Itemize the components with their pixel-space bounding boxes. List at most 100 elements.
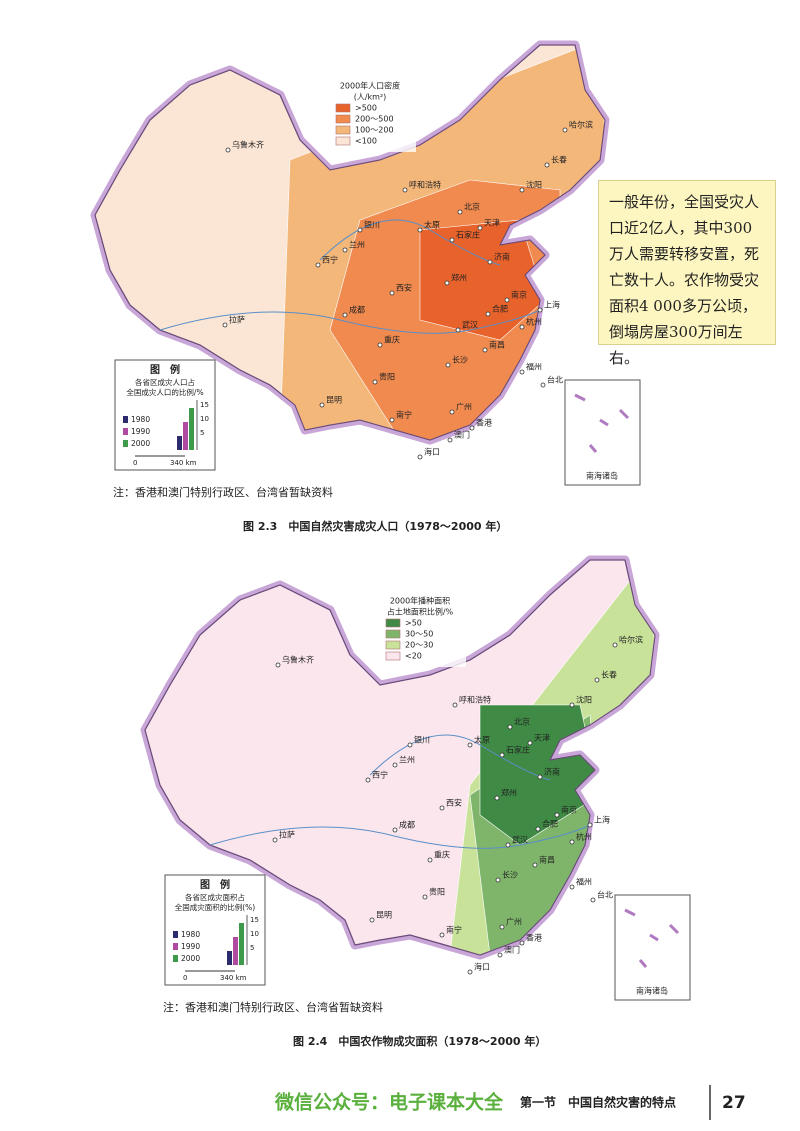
city-label: 南宁: [396, 410, 412, 420]
city-label: 长沙: [452, 355, 468, 365]
city-dot: [507, 724, 513, 730]
city-label: 沈阳: [526, 180, 542, 190]
city-dot: [417, 227, 423, 233]
inset-swatch: [123, 416, 128, 423]
page-number: 27: [722, 1093, 746, 1113]
legend-swatch: [335, 103, 351, 113]
city-label: 台北: [547, 375, 563, 385]
city-label: 澳门: [504, 945, 520, 955]
city-label: 银川: [364, 220, 380, 230]
city-dot: [495, 877, 501, 883]
city-label: 西宁: [372, 770, 388, 780]
city-label: 拉萨: [279, 830, 295, 840]
city-dot: [467, 742, 473, 748]
city-label: 贵阳: [429, 887, 445, 897]
city-dot: [590, 897, 596, 903]
city-label: 长春: [601, 670, 617, 680]
city-dot: [357, 227, 363, 233]
country-border: [94, 44, 606, 441]
inset-description: 全国成灾面积的比例(%): [175, 902, 256, 912]
city-label: 济南: [544, 767, 560, 777]
legend-swatch: [385, 640, 401, 650]
city-dot: [422, 894, 428, 900]
city-label: 沈阳: [576, 695, 592, 705]
city-label: 乌鲁木齐: [232, 140, 264, 150]
inset-axis-label: 10: [200, 415, 209, 423]
city-dot: [372, 379, 378, 385]
city-dot: [319, 402, 325, 408]
city-dot: [485, 311, 491, 317]
south-sea-label: 南海诸岛: [636, 986, 668, 996]
inset-axis-label: 5: [200, 429, 204, 437]
inset-sample-bar: [183, 422, 188, 450]
density-zone: [419, 219, 546, 341]
city-dot: [482, 347, 488, 353]
section-title: 第一节 中国自然灾害的特点: [520, 1095, 676, 1110]
inset-swatch: [123, 440, 128, 447]
inset-sample-bar: [233, 937, 238, 965]
figure-caption: 图 2.3 中国自然灾害成灾人口（1978～2000 年）: [243, 519, 507, 533]
city-dot: [487, 259, 493, 265]
city-dot: [519, 187, 525, 193]
legend-swatch: [385, 629, 401, 639]
inset-legend-box: [114, 359, 216, 471]
city-label: 台北: [597, 890, 613, 900]
inset-swatch: [173, 931, 178, 938]
legend-label: 20～30: [405, 641, 433, 650]
city-dot: [427, 857, 433, 863]
inset-title: 图 例: [200, 878, 230, 891]
city-dot: [537, 774, 543, 780]
south-sea-label: 南海诸岛: [586, 471, 618, 481]
city-label: 长春: [551, 155, 567, 165]
legend-label: 200～500: [355, 115, 394, 124]
legend-label: 30～50: [405, 630, 433, 639]
inset-legend-box: [164, 874, 266, 986]
city-label: 武汉: [512, 835, 528, 845]
city-dot: [392, 762, 398, 768]
river: [159, 309, 541, 334]
city-dot: [439, 932, 445, 938]
city-label: 呼和浩特: [459, 695, 491, 705]
city-dot: [505, 842, 511, 848]
city-label: 合肥: [542, 819, 558, 829]
city-dot: [569, 884, 575, 890]
city-label: 西安: [446, 798, 462, 808]
city-label: 南昌: [539, 855, 555, 865]
scale-label: 340 km: [220, 974, 247, 982]
city-dot: [519, 369, 525, 375]
country-border: [144, 559, 656, 956]
legend-unit: (人/km²): [354, 93, 387, 102]
city-label: 海口: [424, 447, 440, 457]
scale-label: 0: [183, 974, 187, 982]
city-label: 银川: [414, 735, 430, 745]
inset-sample-bar: [177, 436, 182, 450]
city-label: 拉萨: [229, 315, 245, 325]
inset-axis-label: 15: [250, 916, 259, 924]
city-label: 福州: [526, 363, 542, 372]
city-dot: [519, 940, 525, 946]
city-label: 郑州: [501, 788, 517, 798]
city-dot: [499, 924, 505, 930]
city-label: 南宁: [446, 925, 462, 935]
city-dot: [569, 839, 575, 845]
legend-label: <20: [405, 652, 422, 661]
city-dot: [225, 147, 231, 153]
inset-series-label: 1980: [131, 415, 150, 424]
city-dot: [449, 409, 455, 415]
inset-series-label: 1990: [181, 942, 200, 951]
city-label: 澳门: [454, 430, 470, 440]
city-label: 西宁: [322, 255, 338, 265]
city-dot: [519, 324, 525, 330]
city-label: 上海: [544, 300, 560, 310]
legend-swatch: [335, 114, 351, 124]
legend-unit: 占土地面积比例/%: [387, 607, 454, 617]
city-label: 天津: [534, 733, 550, 743]
inset-swatch: [123, 428, 128, 435]
inset-swatch: [173, 943, 178, 950]
city-dot: [452, 702, 458, 708]
inset-description: 全国成灾人口的比例/%: [126, 387, 203, 397]
river: [319, 219, 501, 266]
city-dot: [439, 805, 445, 811]
city-label: 太原: [474, 735, 490, 745]
city-label: 成都: [349, 305, 365, 315]
